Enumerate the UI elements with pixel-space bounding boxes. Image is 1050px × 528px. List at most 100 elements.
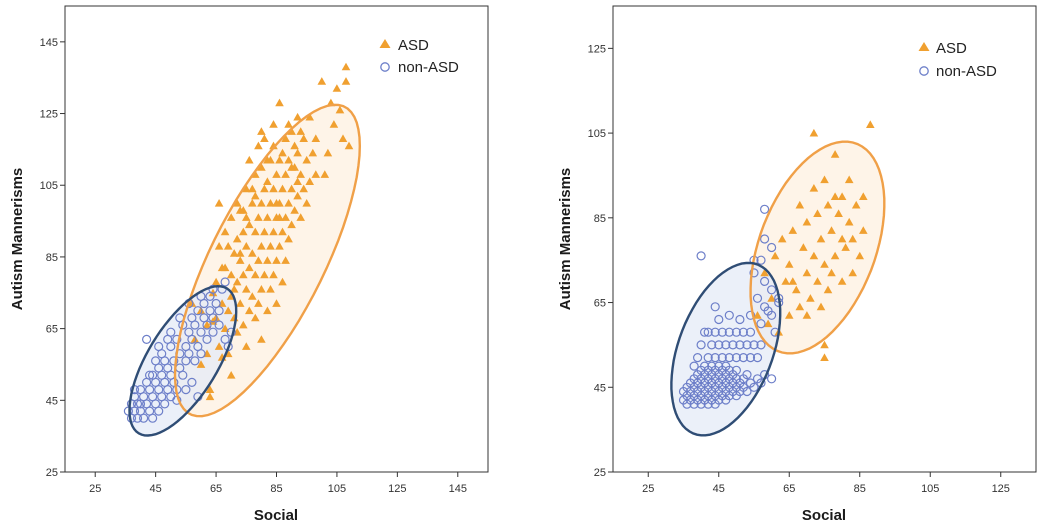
- left-y-tick-label-0: 25: [46, 467, 58, 479]
- right-point-asd-4: [770, 251, 780, 260]
- left-point-asd-89: [284, 199, 293, 207]
- left-point-asd-13: [214, 199, 224, 207]
- left-point-asd-68: [266, 285, 275, 293]
- left-point-asd-116: [335, 105, 345, 114]
- right-point-asd-51: [859, 192, 868, 200]
- left-point-asd-107: [308, 148, 318, 157]
- left-point-asd-28: [232, 234, 242, 243]
- left-point-asd-136: [278, 148, 287, 157]
- left-point-nonasd-55: [202, 334, 212, 344]
- left-point-asd-57: [257, 285, 266, 293]
- left-point-nonasd-80: [135, 399, 146, 409]
- left-point-asd-118: [341, 62, 351, 71]
- left-point-asd-55: [257, 199, 266, 207]
- right-point-nonasd-91: [742, 340, 752, 350]
- left-point-asd-60: [260, 227, 269, 236]
- left-point-nonasd-40: [178, 370, 188, 380]
- right-point-nonasd-77: [766, 374, 777, 384]
- right-point-nonasd-78: [703, 353, 713, 363]
- right-point-nonasd-114: [759, 276, 770, 286]
- right-x-tick-label-3: 85: [854, 483, 866, 495]
- right-point-asd-15: [802, 268, 812, 277]
- right-point-nonasd-115: [752, 293, 763, 303]
- left-point-asd-119: [341, 77, 351, 85]
- left-point-asd-4: [202, 320, 212, 329]
- left-point-asd-110: [317, 77, 327, 85]
- left-point-asd-88: [284, 155, 293, 164]
- left-point-asd-67: [266, 242, 275, 250]
- left-point-asd-3: [196, 360, 206, 368]
- right-point-asd-16: [802, 217, 812, 226]
- left-point-asd-24: [226, 213, 236, 221]
- right-point-asd-13: [795, 302, 805, 311]
- right-point-nonasd-84: [745, 353, 756, 363]
- left-point-asd-133: [239, 206, 248, 214]
- left-point-asd-134: [248, 184, 257, 193]
- right-point-asd-46: [788, 277, 798, 285]
- left-point-nonasd-20: [154, 406, 164, 416]
- left-legend-nonasd-label: non-ASD: [398, 59, 459, 76]
- left-point-asd-139: [284, 120, 293, 128]
- left-point-asd-11: [211, 313, 221, 322]
- left-point-asd-43: [245, 306, 254, 315]
- left-point-asd-54: [257, 127, 266, 135]
- left-point-asd-36: [239, 320, 248, 329]
- left-point-asd-61: [260, 270, 269, 279]
- left-point-asd-29: [232, 277, 242, 286]
- right-ellipse-fill-asd: [750, 141, 885, 354]
- right-point-asd-44: [809, 128, 819, 137]
- right-point-nonasd-121: [759, 204, 770, 214]
- left-point-asd-97: [293, 148, 302, 157]
- left-x-axis-title: Social: [254, 507, 298, 524]
- left-point-asd-126: [275, 213, 284, 221]
- right-x-tick-label-0: 25: [642, 483, 654, 495]
- left-x-tick-label-2: 65: [210, 483, 222, 495]
- left-point-asd-71: [269, 227, 278, 236]
- right-point-asd-20: [813, 277, 822, 285]
- left-legend: ASD non-ASD: [379, 37, 459, 76]
- left-point-asd-105: [305, 112, 314, 121]
- right-point-asd-19: [809, 251, 819, 260]
- right-point-asd-36: [837, 277, 847, 285]
- right-point-asd-7: [781, 277, 790, 285]
- left-point-asd-8: [208, 288, 218, 297]
- left-point-asd-73: [272, 170, 281, 178]
- left-point-asd-51: [254, 213, 263, 221]
- right-point-nonasd-94: [703, 327, 713, 337]
- left-point-nonasd-83: [151, 356, 161, 366]
- left-point-asd-117: [338, 134, 348, 142]
- right-legend: ASD non-ASD: [918, 40, 997, 80]
- left-point-nonasd-59: [208, 327, 218, 337]
- right-point-nonasd-88: [721, 340, 731, 350]
- left-point-asd-132: [217, 263, 227, 272]
- left-point-asd-76: [272, 299, 281, 307]
- right-point-asd-6: [777, 234, 787, 243]
- left-y-tick-label-6: 145: [40, 37, 58, 49]
- right-point-asd-1: [760, 268, 769, 277]
- left-point-asd-35: [239, 270, 248, 279]
- left-point-nonasd-47: [190, 356, 200, 366]
- right-point-asd-39: [844, 175, 854, 184]
- right-point-asd-18: [809, 184, 819, 192]
- right-point-asd-40: [848, 234, 857, 243]
- right-point-nonasd-107: [735, 314, 745, 325]
- left-point-nonasd-84: [157, 349, 167, 359]
- left-point-asd-131: [223, 242, 233, 250]
- left-point-asd-69: [269, 141, 278, 150]
- left-point-nonasd-48: [190, 320, 200, 330]
- left-point-asd-48: [251, 227, 260, 236]
- right-point-nonasd-103: [699, 327, 710, 337]
- right-point-asd-11: [792, 285, 801, 294]
- left-point-asd-59: [260, 184, 269, 193]
- left-points-layer: [123, 62, 362, 437]
- right-point-nonasd-86: [707, 340, 717, 350]
- right-point-nonasd-122: [763, 306, 773, 316]
- left-point-asd-7: [205, 392, 215, 401]
- right-point-nonasd-83: [738, 353, 749, 363]
- left-point-asd-92: [287, 184, 296, 193]
- left-point-asd-122: [260, 134, 269, 142]
- right-y-axis-title: Autism Mannerisms: [557, 168, 574, 311]
- right-point-asd-24: [820, 175, 829, 184]
- right-point-nonasd-104: [689, 361, 699, 371]
- left-point-asd-86: [281, 213, 290, 221]
